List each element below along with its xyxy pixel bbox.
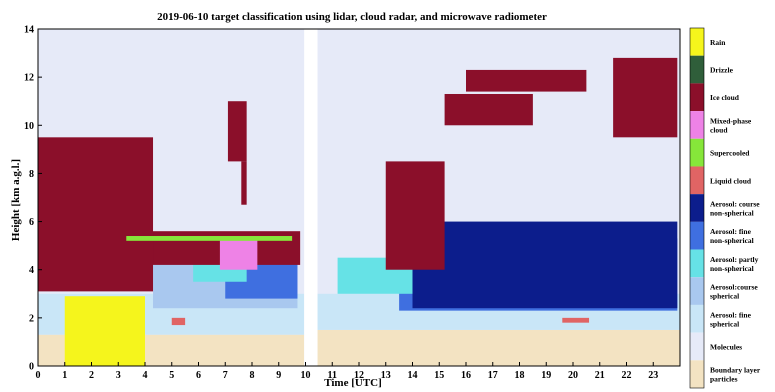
legend-label: non-spherical [710,264,754,273]
x-tick-label: 12 [354,370,364,381]
legend-label: Rain [710,38,726,47]
x-tick-label: 15 [434,370,444,381]
legend-label: cloud [710,125,728,134]
x-tick-label: 23 [648,370,658,381]
legend-label: Aerosol:course [710,283,758,292]
legend-swatch [690,111,704,139]
x-tick-label: 14 [408,370,418,381]
x-tick-label: 22 [622,370,632,381]
region-ice-cloud [444,93,533,126]
y-tick-label: 6 [29,217,34,228]
x-axis-label: Time [UTC] [324,377,382,389]
data-gap [304,29,318,366]
region-aerosol-course-non-spherical [412,221,678,309]
legend-swatch [690,166,704,195]
legend-label: Aerosol: fine [710,227,752,236]
legend-swatch [690,332,704,361]
legend-swatch [690,249,704,278]
region-ice-cloud [613,57,678,138]
y-tick-label: 4 [29,265,34,276]
region-ice-cloud [385,161,445,270]
legend-swatch [690,83,704,112]
legend-swatch [690,55,704,84]
region-rain [64,296,145,366]
legend-label: Drizzle [710,66,734,75]
chart-title: 2019-06-10 target classification using l… [157,11,547,23]
x-tick-label: 1 [62,370,67,381]
legend-swatch [690,277,704,305]
x-tick-label: 0 [36,370,41,381]
x-tick-label: 13 [381,370,391,381]
legend-label: Liquid cloud [710,176,752,185]
y-tick-label: 14 [24,25,34,36]
legend-label: particles [710,375,738,384]
legend-label: Aerosol: fine [710,310,752,319]
legend-frame [689,27,705,389]
y-tick-label: 10 [24,121,34,132]
legend-swatch [690,138,704,167]
y-tick-label: 2 [29,313,34,324]
y-tick-label: 12 [24,73,34,84]
x-tick-label: 17 [488,370,498,381]
x-tick-label: 9 [276,370,281,381]
x-tick-label: 20 [568,370,578,381]
legend-swatch [690,360,704,388]
y-tick-label: 0 [29,362,34,373]
x-tick-label: 16 [461,370,471,381]
legend-label: non-spherical [710,236,754,245]
region-ice-cloud [227,101,247,162]
x-tick-label: 8 [250,370,255,381]
region-liquid-cloud [562,317,590,323]
x-tick-label: 11 [328,370,337,381]
legend-label: Ice cloud [710,93,740,102]
x-tick-label: 18 [515,370,525,381]
legend-swatch [690,304,704,333]
x-tick-label: 19 [541,370,551,381]
region-supercooled [126,236,293,241]
legend-label: Molecules [710,342,742,351]
x-tick-label: 2 [89,370,94,381]
region-mixed-phase-cloud [219,238,258,270]
legend-swatch [690,194,704,222]
x-tick-label: 6 [196,370,201,381]
x-tick-label: 21 [595,370,605,381]
plot-area: 0 1 2 3 4 5 6 7 8 9 10 11 12 13 14 15 16 17 18 19 20 21 22 2302… [24,25,681,381]
x-tick-label: 10 [301,370,311,381]
y-tick-label: 8 [29,169,34,180]
legend-label: spherical [710,292,739,301]
legend-label: Mixed-phase [710,116,752,125]
legend-label: non-spherical [710,209,754,218]
x-tick-label: 4 [143,370,148,381]
region-ice-cloud [466,69,587,92]
legend-label: Supercooled [710,149,750,158]
legend-label: spherical [710,319,739,328]
y-axis-label: Height [km a.g.l.] [10,159,22,241]
region-ice-cloud [241,161,247,205]
legend-label: Aerosol: partly [710,255,759,264]
legend-label: Aerosol: course [710,200,760,209]
region-boundary-layer-particles [317,329,680,366]
legend-swatch [690,221,704,250]
region-ice-cloud [38,137,154,292]
x-tick-label: 3 [116,370,121,381]
legend-label: Boundary layer [710,366,761,375]
x-tick-label: 7 [223,370,228,381]
x-tick-label: 5 [169,370,174,381]
region-liquid-cloud [171,317,186,326]
legend-swatch [690,28,704,56]
